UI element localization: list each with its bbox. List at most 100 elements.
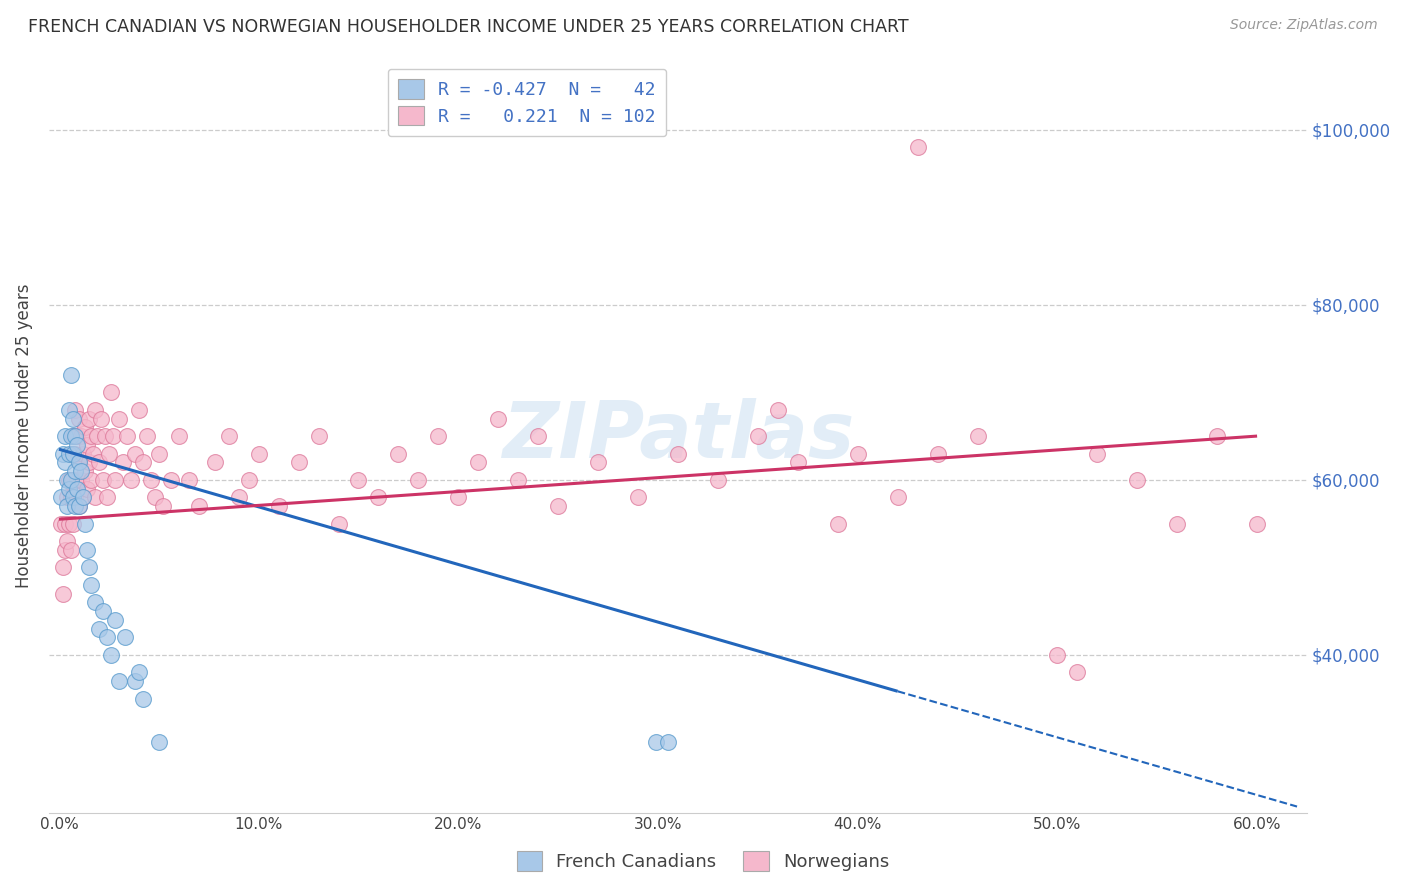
Point — [56, 534, 79, 549]
Point — [63, 491, 86, 505]
Point — [1046, 648, 1069, 662]
Point — [786, 455, 808, 469]
Y-axis label: Householder Income Under 25 years: Householder Income Under 25 years — [15, 284, 32, 589]
Text: Source: ZipAtlas.com: Source: ZipAtlas.com — [1230, 18, 1378, 32]
Point — [59, 491, 82, 505]
Point — [86, 429, 108, 443]
Point — [124, 674, 146, 689]
Point — [96, 491, 118, 505]
Point — [100, 385, 122, 400]
Point — [90, 411, 112, 425]
Point — [62, 411, 84, 425]
Point — [53, 429, 76, 443]
Point — [72, 491, 94, 505]
Point — [827, 516, 849, 531]
Point — [267, 499, 290, 513]
Point — [76, 542, 98, 557]
Point — [76, 482, 98, 496]
Point — [148, 446, 170, 460]
Point — [63, 446, 86, 460]
Point — [77, 411, 100, 425]
Point — [238, 473, 260, 487]
Point — [53, 542, 76, 557]
Text: ZIPatlas: ZIPatlas — [502, 398, 853, 474]
Point — [657, 735, 679, 749]
Point — [1246, 516, 1268, 531]
Point — [62, 516, 84, 531]
Point — [67, 499, 90, 513]
Point — [66, 473, 89, 487]
Point — [547, 499, 569, 513]
Point — [347, 473, 370, 487]
Point — [66, 482, 89, 496]
Point — [58, 482, 80, 496]
Point — [1206, 429, 1229, 443]
Point — [67, 411, 90, 425]
Point — [143, 491, 166, 505]
Point — [70, 464, 93, 478]
Point — [63, 499, 86, 513]
Point — [128, 402, 150, 417]
Point — [527, 429, 550, 443]
Point — [907, 140, 929, 154]
Point — [62, 429, 84, 443]
Point — [56, 473, 79, 487]
Point — [666, 446, 689, 460]
Point — [228, 491, 250, 505]
Point — [53, 516, 76, 531]
Point — [132, 691, 155, 706]
Point — [204, 455, 226, 469]
Point — [152, 499, 174, 513]
Point — [72, 491, 94, 505]
Point — [447, 491, 470, 505]
Point — [52, 446, 75, 460]
Point — [1166, 516, 1188, 531]
Point — [114, 631, 136, 645]
Point — [52, 560, 75, 574]
Point — [53, 455, 76, 469]
Point — [59, 368, 82, 382]
Text: FRENCH CANADIAN VS NORWEGIAN HOUSEHOLDER INCOME UNDER 25 YEARS CORRELATION CHART: FRENCH CANADIAN VS NORWEGIAN HOUSEHOLDER… — [28, 18, 908, 36]
Point — [104, 473, 127, 487]
Point — [67, 455, 90, 469]
Legend: French Canadians, Norwegians: French Canadians, Norwegians — [509, 844, 897, 879]
Point — [58, 473, 80, 487]
Point — [1126, 473, 1149, 487]
Legend: R = -0.427  N =   42, R =   0.221  N = 102: R = -0.427 N = 42, R = 0.221 N = 102 — [388, 69, 666, 136]
Point — [128, 665, 150, 680]
Point — [427, 429, 450, 443]
Point — [66, 438, 89, 452]
Point — [966, 429, 988, 443]
Point — [58, 446, 80, 460]
Point — [87, 622, 110, 636]
Point — [927, 446, 949, 460]
Point — [73, 464, 96, 478]
Point — [70, 473, 93, 487]
Point — [62, 473, 84, 487]
Point — [59, 542, 82, 557]
Point — [627, 491, 650, 505]
Point — [486, 411, 509, 425]
Point — [747, 429, 769, 443]
Point — [387, 446, 409, 460]
Point — [135, 429, 157, 443]
Point — [82, 446, 104, 460]
Point — [91, 604, 114, 618]
Point — [108, 674, 131, 689]
Point — [62, 491, 84, 505]
Point — [49, 516, 72, 531]
Point — [66, 429, 89, 443]
Point — [187, 499, 209, 513]
Point — [59, 446, 82, 460]
Point — [766, 402, 789, 417]
Point — [1066, 665, 1088, 680]
Point — [408, 473, 430, 487]
Point — [139, 473, 162, 487]
Point — [83, 595, 105, 609]
Point — [58, 516, 80, 531]
Point — [108, 411, 131, 425]
Point — [148, 735, 170, 749]
Point — [87, 455, 110, 469]
Point — [73, 420, 96, 434]
Point — [80, 578, 103, 592]
